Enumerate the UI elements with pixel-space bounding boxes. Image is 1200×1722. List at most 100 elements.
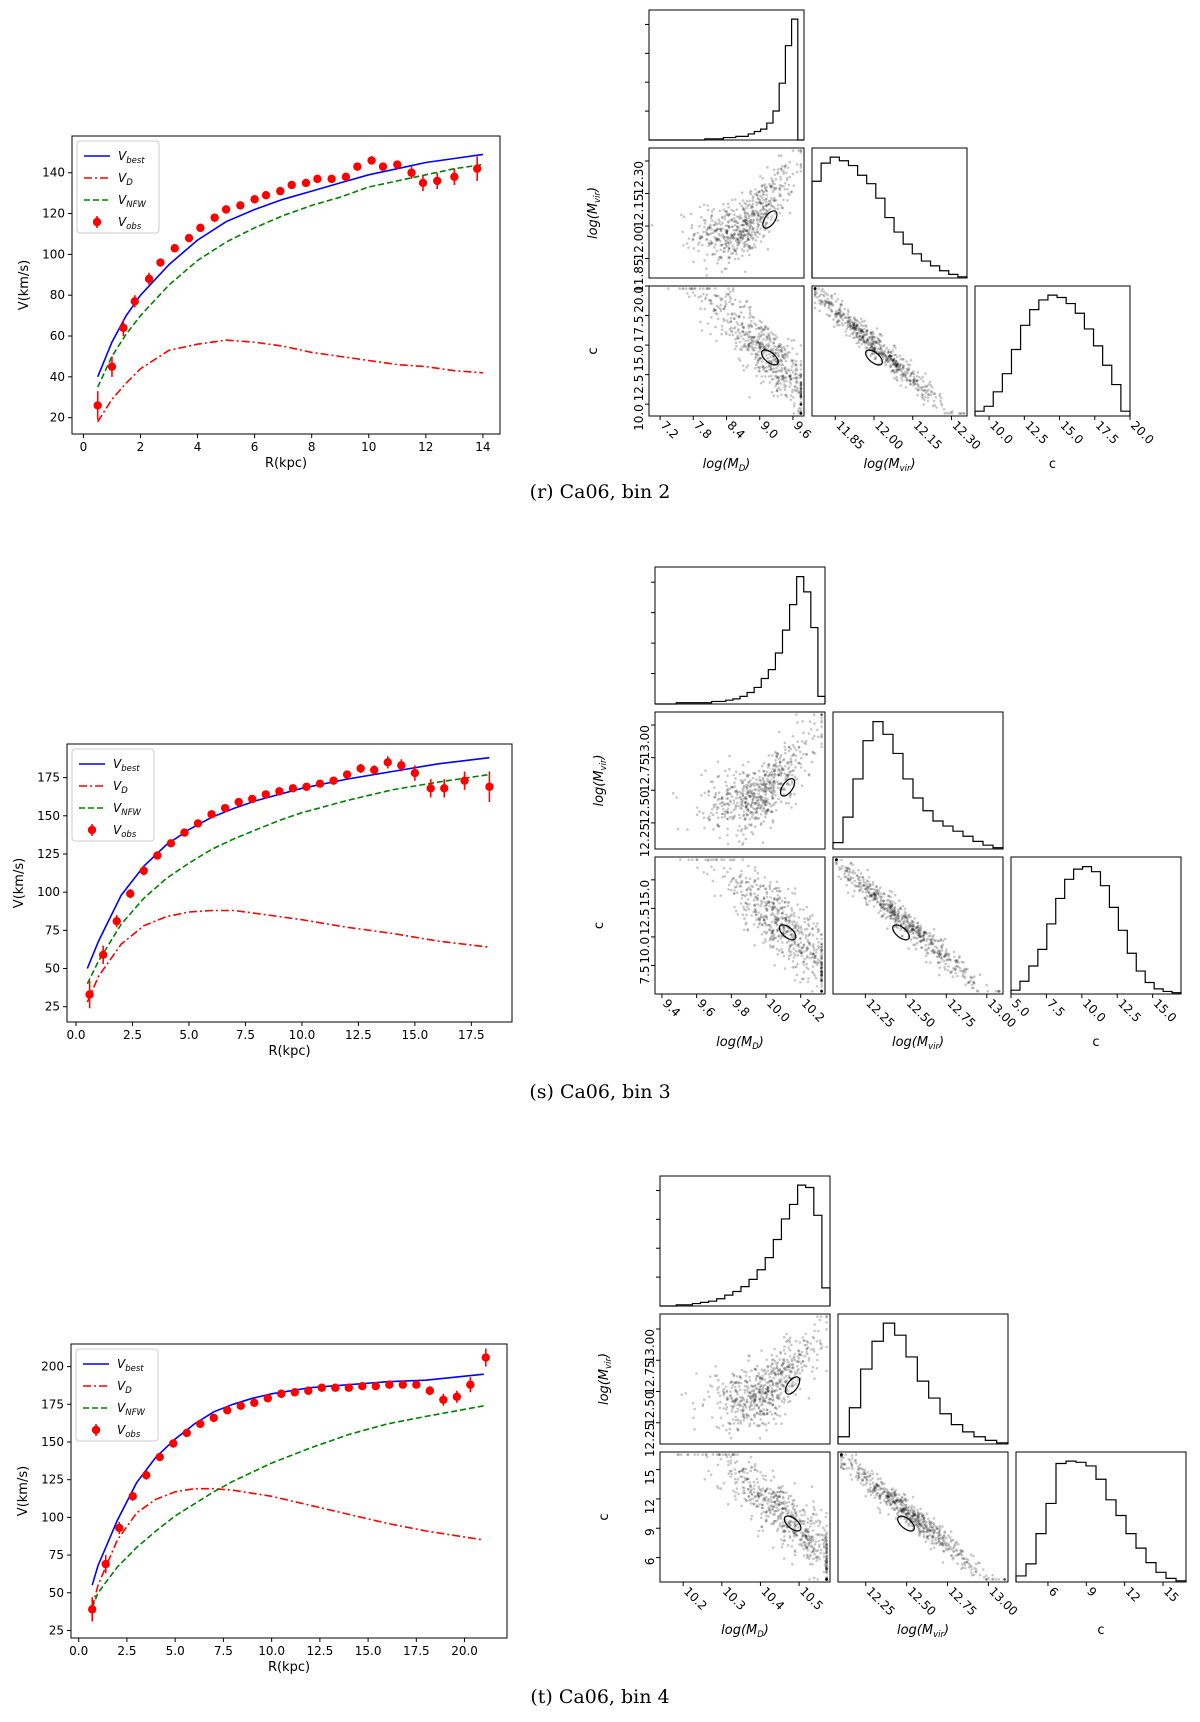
scatter-point	[769, 360, 773, 364]
y-tick-label: 25	[49, 1623, 64, 1637]
scatter-point	[816, 1315, 819, 1318]
scatter-point	[731, 235, 735, 239]
scatter-point	[766, 357, 769, 360]
scatter-point	[901, 374, 905, 378]
scatter-point	[857, 337, 860, 340]
scatter-point	[782, 380, 786, 383]
scatter-point	[709, 225, 712, 229]
scatter-point	[749, 223, 752, 227]
scatter-point	[725, 1408, 728, 1411]
scatter-point	[861, 890, 864, 893]
scatter-point	[882, 899, 885, 902]
scatter-point	[789, 950, 793, 953]
scatter-point	[781, 353, 785, 357]
scatter-point	[908, 930, 912, 933]
scatter-point	[781, 363, 785, 367]
scatter-point	[768, 368, 771, 372]
scatter-point	[743, 228, 747, 232]
scatter-point	[857, 345, 861, 349]
scatter-point	[714, 230, 717, 233]
histogram-3	[974, 294, 1131, 416]
scatter-point	[858, 875, 861, 879]
scatter-point	[865, 894, 869, 898]
scatter-point	[878, 343, 882, 347]
scatter-point	[794, 389, 797, 393]
scatter-point	[755, 374, 758, 378]
scatter-point	[784, 748, 787, 751]
scatter-point	[889, 365, 892, 368]
scatter-point	[704, 238, 708, 241]
scatter-point	[801, 1336, 804, 1339]
scatter-point	[700, 235, 704, 239]
scatter-point	[940, 949, 944, 952]
scatter-point	[853, 879, 856, 883]
obs-point	[371, 1382, 381, 1391]
scatter-point	[759, 227, 762, 230]
scatter-point	[724, 242, 727, 246]
scatter-point	[794, 759, 797, 762]
scatter-point	[714, 287, 717, 290]
scatter-point	[740, 1504, 743, 1508]
scatter-point	[746, 898, 750, 901]
scatter-point	[891, 349, 895, 352]
scatter-point	[916, 384, 920, 388]
scatter-point	[799, 384, 803, 387]
scatter-point	[702, 287, 705, 290]
scatter-points	[650, 149, 803, 277]
scatter-point	[762, 327, 766, 331]
scatter-point	[799, 393, 803, 396]
scatter-point	[714, 243, 717, 246]
y-tick-label: 150	[37, 809, 60, 823]
x-tick-label: 20.0	[451, 1644, 478, 1658]
scatter-point	[766, 327, 770, 331]
scatter-point	[743, 220, 747, 223]
corner-x-axis-label: log(Mvir)	[863, 457, 915, 474]
scatter-point	[761, 190, 764, 193]
scatter-point	[944, 962, 947, 966]
scatter-point	[752, 316, 755, 319]
corner-y-axis-label: c	[586, 347, 601, 354]
scatter-point	[797, 916, 801, 919]
scatter-point	[849, 318, 852, 322]
scatter-point	[692, 233, 696, 236]
scatter-point	[902, 372, 906, 376]
scatter-point	[813, 287, 817, 290]
scatter-point	[784, 1374, 788, 1378]
scatter-point	[956, 959, 959, 962]
scatter-point	[795, 170, 799, 174]
scatter-point	[719, 227, 722, 231]
scatter-point	[791, 773, 794, 777]
scatter-point	[747, 216, 751, 219]
scatter-point	[799, 403, 803, 407]
scatter-point	[743, 895, 747, 898]
scatter-point	[722, 250, 725, 253]
scatter-point	[803, 1339, 806, 1342]
scatter-point	[710, 865, 713, 869]
scatter-point	[776, 351, 780, 355]
scatter-point	[734, 239, 738, 243]
scatter-point	[834, 314, 837, 317]
scatter-point	[818, 302, 821, 305]
obs-point	[356, 764, 365, 773]
scatter-point	[707, 226, 710, 230]
obs-point	[250, 195, 259, 204]
scatter-point	[719, 228, 722, 232]
scatter-point	[729, 1381, 732, 1385]
scatter-point	[912, 379, 916, 383]
scatter-point	[760, 1512, 763, 1515]
corner-x-tick-label: 15.0	[1057, 418, 1086, 447]
scatter-point	[780, 378, 784, 381]
scatter-point	[898, 899, 901, 902]
scatter-point	[763, 803, 767, 807]
scatter-point	[741, 770, 745, 774]
scatter-point	[713, 868, 716, 872]
scatter-point	[778, 1405, 781, 1408]
scatter-point	[740, 348, 743, 352]
scatter-point	[903, 919, 906, 923]
scatter-point	[776, 953, 780, 956]
scatter-point	[747, 335, 750, 339]
legend-box	[76, 140, 160, 234]
obs-point	[439, 1395, 448, 1404]
scatter-point	[839, 316, 842, 319]
